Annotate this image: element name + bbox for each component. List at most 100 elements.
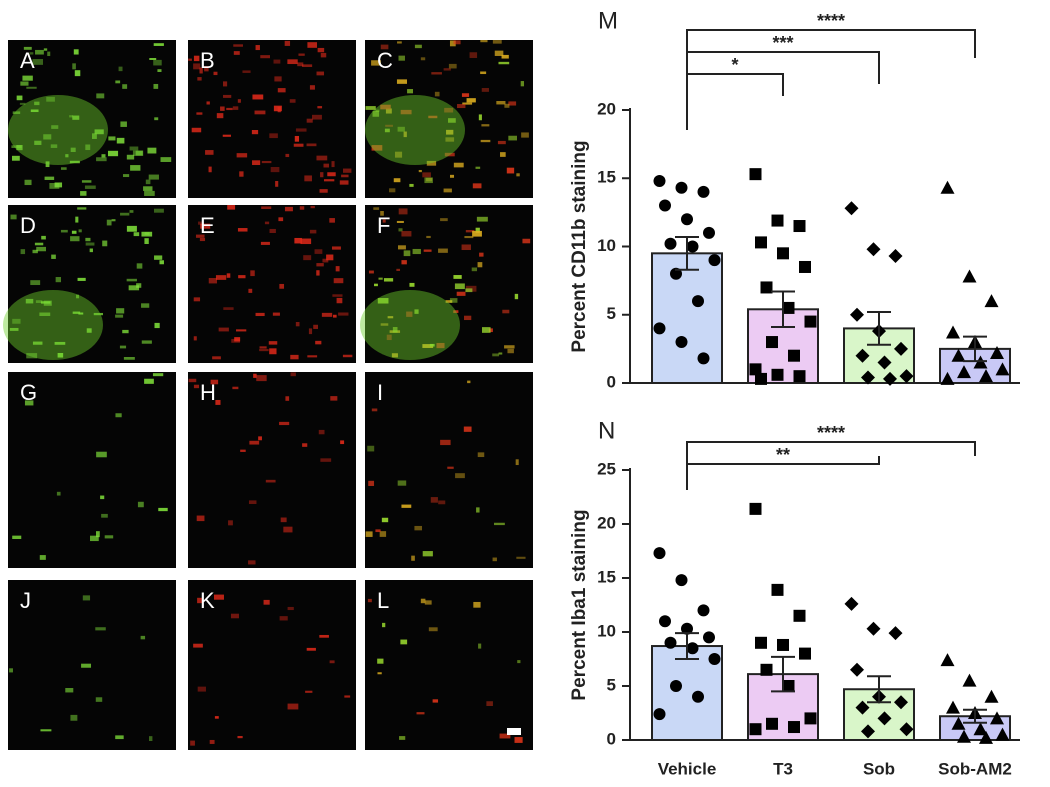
point <box>782 301 795 314</box>
cell <box>403 131 407 138</box>
cell <box>316 71 325 76</box>
cell <box>136 263 143 269</box>
cell <box>199 237 206 242</box>
cell-cluster <box>8 95 108 165</box>
cell <box>122 84 128 89</box>
cell <box>75 216 79 223</box>
cell <box>522 238 531 244</box>
cell <box>106 219 112 226</box>
cell <box>393 178 401 183</box>
cell <box>331 246 341 250</box>
cell <box>104 535 114 539</box>
cell <box>320 172 324 178</box>
cell <box>397 41 402 44</box>
cell <box>273 59 281 64</box>
point <box>973 722 988 736</box>
cell <box>429 343 435 347</box>
cell <box>305 690 313 693</box>
cell <box>371 60 381 66</box>
cell <box>479 252 484 257</box>
cell <box>449 298 458 303</box>
cell <box>448 63 457 69</box>
cell <box>481 124 490 127</box>
cell <box>70 714 78 721</box>
cell <box>444 107 454 113</box>
cell <box>212 356 221 360</box>
cell <box>234 337 241 342</box>
cell <box>382 622 386 628</box>
cell <box>385 124 393 127</box>
x-tick-label: Sob <box>863 759 895 778</box>
cell <box>344 695 351 698</box>
cell <box>195 234 205 238</box>
cell <box>473 601 481 608</box>
point <box>749 723 762 736</box>
cell <box>126 278 137 282</box>
cell <box>492 40 502 44</box>
cell <box>462 102 473 105</box>
significance-label: ** <box>776 445 790 465</box>
cell <box>456 291 466 296</box>
cell <box>279 421 290 426</box>
cell <box>293 143 304 147</box>
cell <box>502 309 510 314</box>
cell <box>9 327 19 331</box>
cell <box>193 297 201 302</box>
cell <box>10 214 17 220</box>
y-tick-label: 0 <box>607 729 616 748</box>
cell <box>319 189 328 193</box>
cell <box>111 219 116 222</box>
cell <box>508 101 517 106</box>
cell <box>290 372 296 377</box>
cell <box>488 328 493 333</box>
cell <box>35 300 43 303</box>
cell <box>123 356 135 360</box>
point <box>670 680 682 692</box>
cell <box>438 500 446 505</box>
cell <box>445 300 453 303</box>
cell <box>222 134 231 137</box>
x-tick-label: Vehicle <box>658 759 717 778</box>
cell <box>478 643 482 649</box>
cell <box>308 328 313 335</box>
point <box>749 168 762 181</box>
cell <box>193 55 200 62</box>
cell <box>277 88 286 93</box>
cell <box>60 167 67 170</box>
cell <box>420 57 426 61</box>
cell <box>517 660 521 664</box>
cell <box>256 375 267 382</box>
cell <box>214 716 219 719</box>
cell <box>403 250 411 257</box>
cell <box>197 77 202 81</box>
cell <box>507 348 514 354</box>
cell <box>30 109 39 113</box>
point <box>777 247 789 260</box>
cell <box>77 207 87 210</box>
cell <box>250 270 255 277</box>
point <box>653 547 666 560</box>
point <box>670 267 682 280</box>
cell <box>129 210 134 213</box>
cell <box>252 94 264 100</box>
cell <box>39 312 51 317</box>
cell <box>434 91 440 97</box>
point <box>979 369 993 383</box>
cell <box>227 205 236 210</box>
cell <box>365 106 376 110</box>
significance-bracket <box>686 456 880 490</box>
cell <box>401 260 407 265</box>
cell <box>321 312 333 317</box>
error-bar <box>771 290 795 329</box>
cell <box>476 507 480 513</box>
cell <box>69 160 80 164</box>
cell <box>454 283 465 290</box>
cell <box>398 228 403 232</box>
cell <box>330 396 338 401</box>
cell <box>285 153 290 158</box>
point <box>799 647 811 660</box>
cell <box>89 248 93 253</box>
cell <box>478 114 482 121</box>
bar <box>651 252 723 384</box>
point <box>659 615 671 628</box>
